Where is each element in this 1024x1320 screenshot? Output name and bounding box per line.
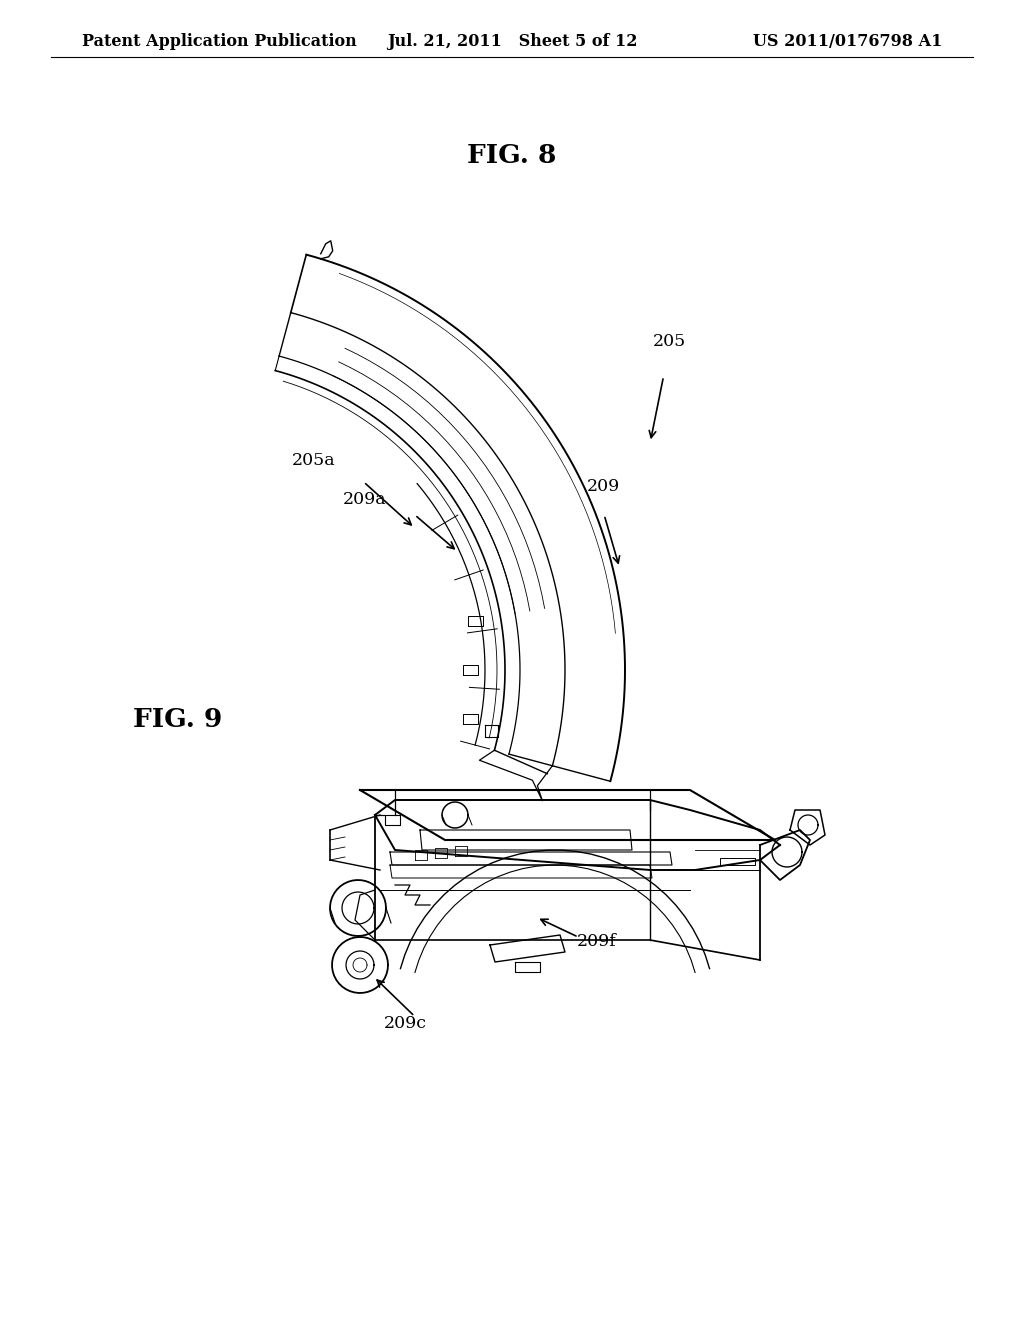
Text: 205a: 205a xyxy=(292,451,336,469)
Text: Patent Application Publication: Patent Application Publication xyxy=(82,33,356,50)
Text: FIG. 9: FIG. 9 xyxy=(133,708,222,731)
Text: 209: 209 xyxy=(587,478,620,495)
Text: US 2011/0176798 A1: US 2011/0176798 A1 xyxy=(753,33,942,50)
Text: 209a: 209a xyxy=(343,491,387,508)
Text: FIG. 8: FIG. 8 xyxy=(467,144,557,168)
Text: Jul. 21, 2011   Sheet 5 of 12: Jul. 21, 2011 Sheet 5 of 12 xyxy=(387,33,637,50)
Text: 209c: 209c xyxy=(384,1015,427,1032)
Text: 209f: 209f xyxy=(577,933,616,950)
Text: 205: 205 xyxy=(653,333,686,350)
